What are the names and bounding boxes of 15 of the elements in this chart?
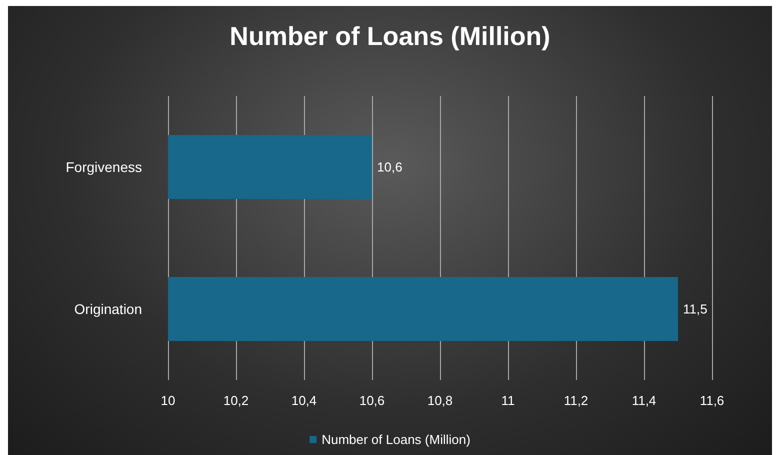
chart-title: Number of Loans (Million) [230,21,550,51]
x-tick-label: 11,6 [700,393,724,408]
x-tick-label: 10,8 [427,393,453,408]
x-tick-label: 10,2 [223,393,249,408]
legend-label: Number of Loans (Million) [322,432,470,447]
x-tick-label: 10,6 [359,393,385,408]
x-tick-label: 11,2 [564,393,588,408]
x-tick-label: 10 [160,393,176,408]
y-tick-label: Forgiveness [66,159,142,175]
data-label: 11,5 [683,302,708,316]
x-tick-label: 11 [501,393,515,408]
x-tick-label: 11,4 [632,393,656,408]
x-tick-label: 10,4 [291,393,317,408]
data-label: 10,6 [377,160,402,174]
y-tick-label: Origination [74,301,142,317]
